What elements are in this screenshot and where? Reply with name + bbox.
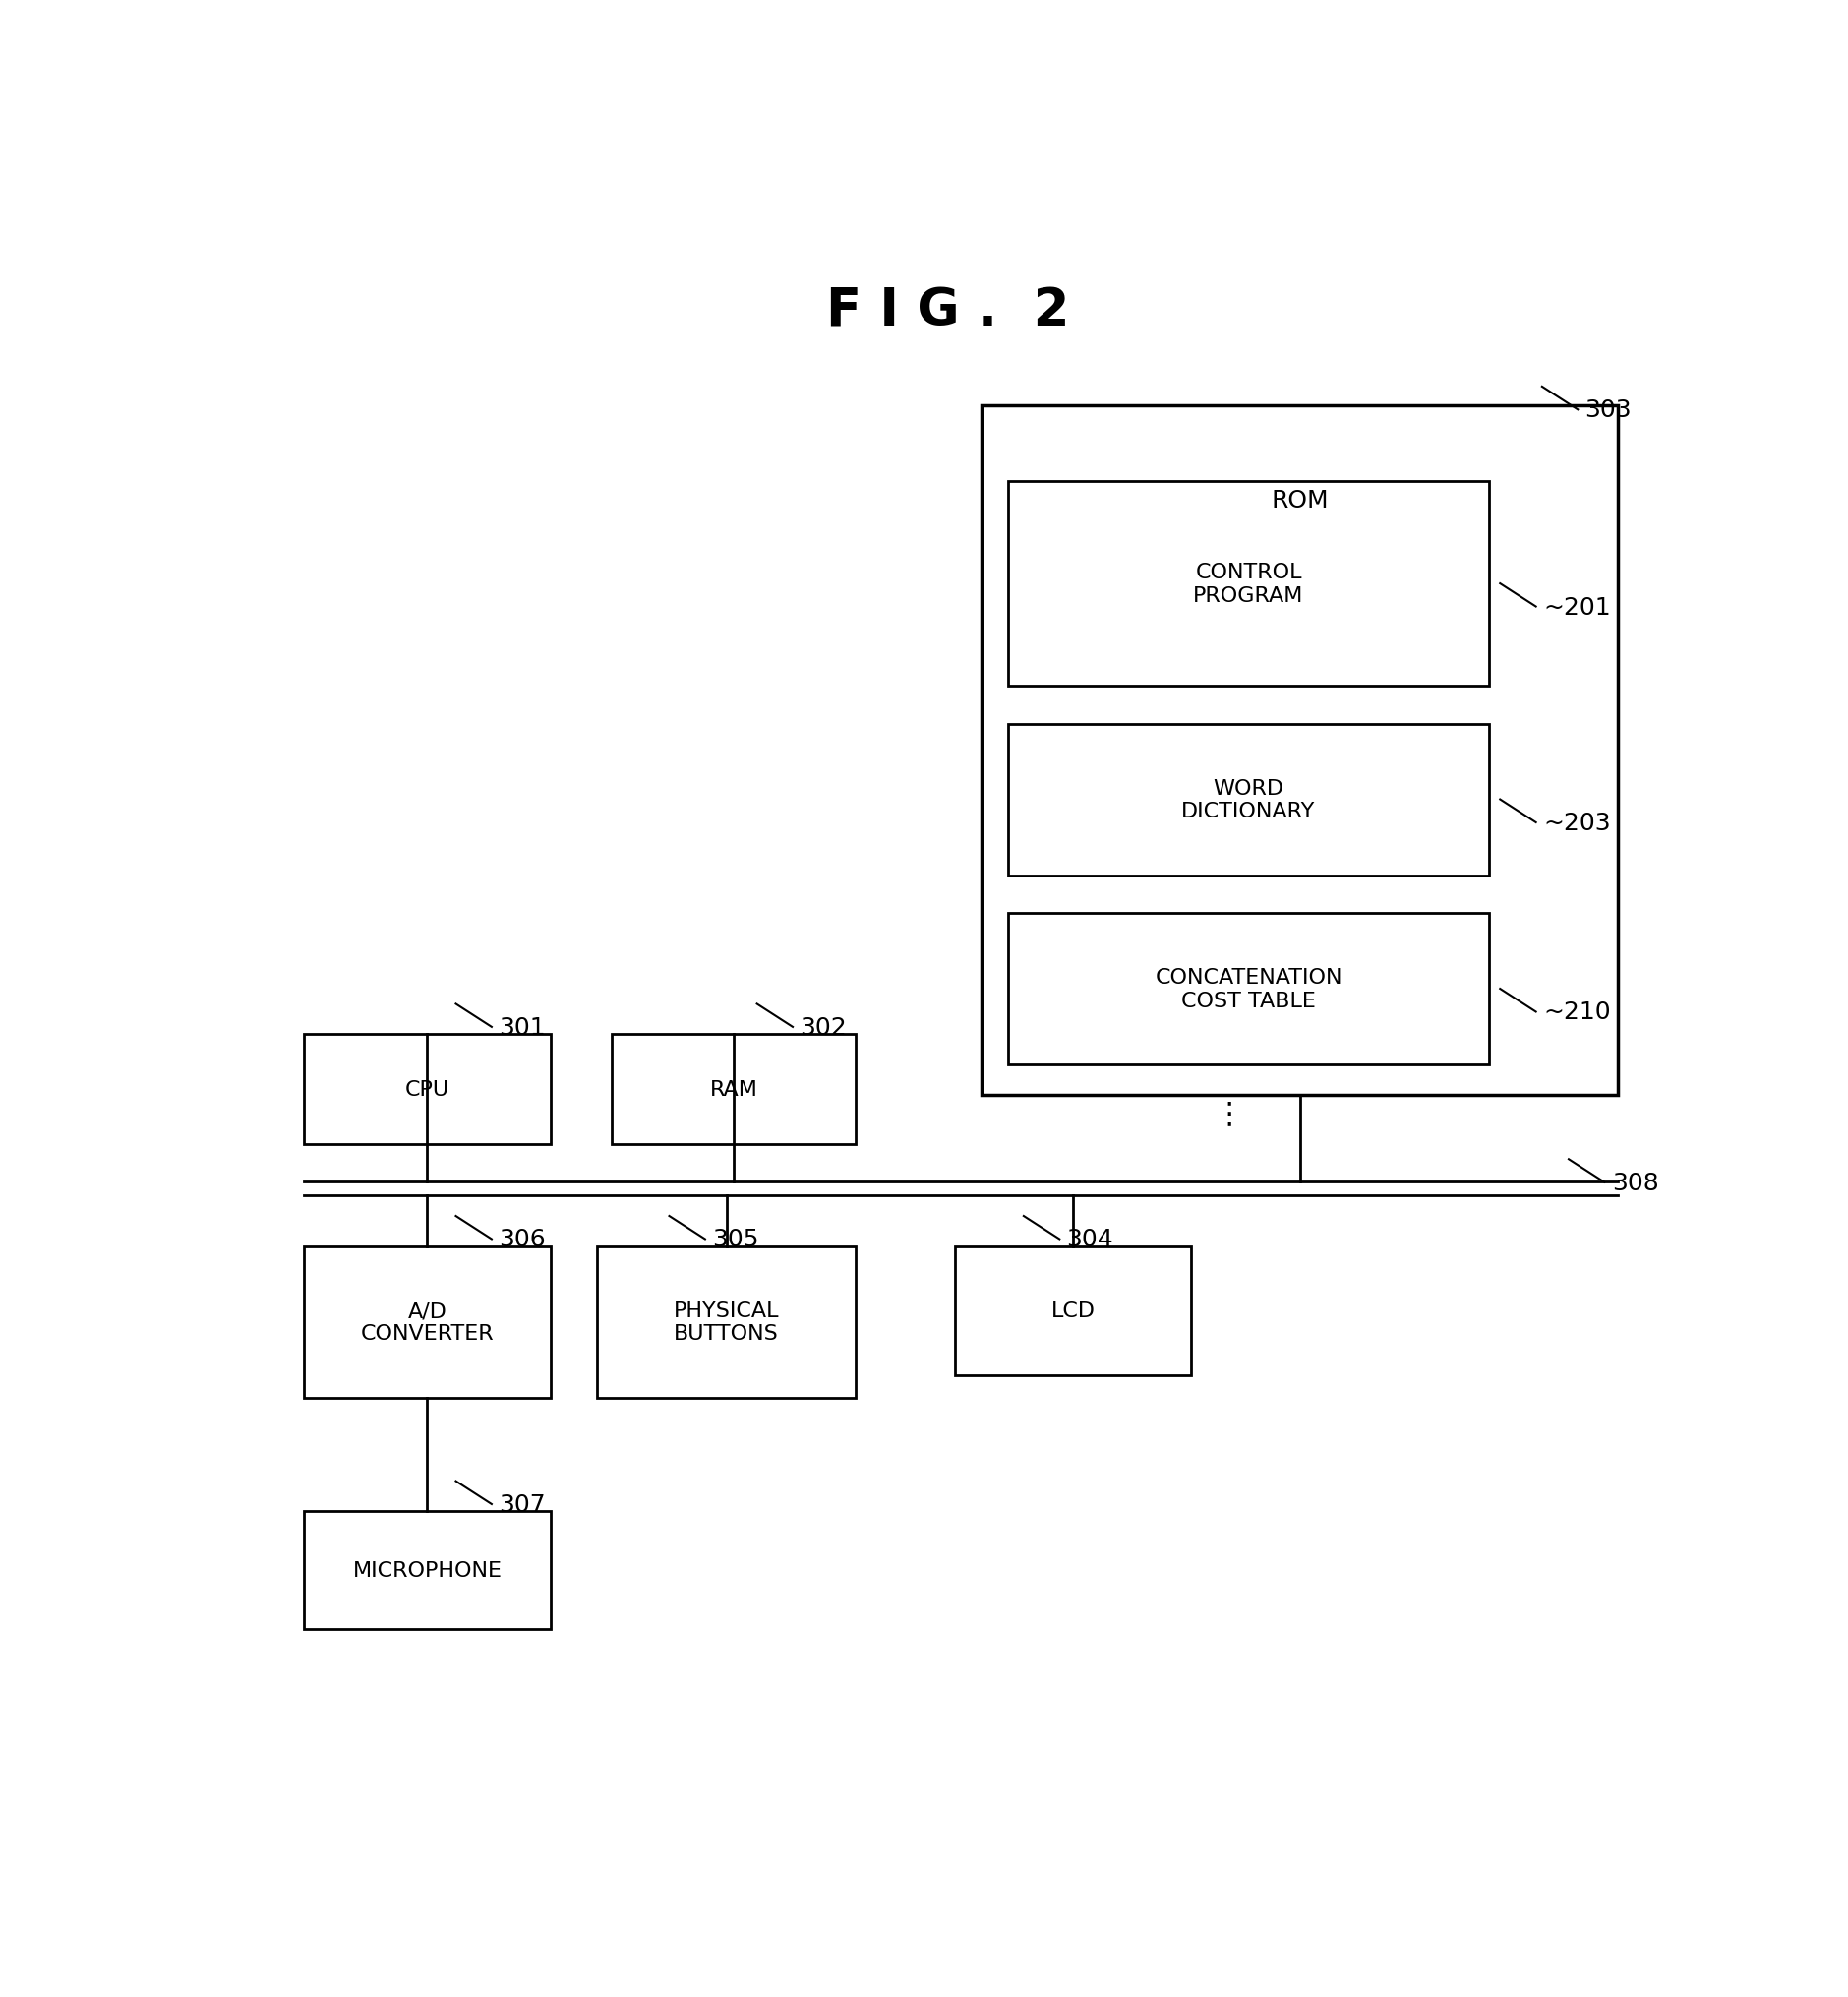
Text: ROM: ROM bbox=[1271, 489, 1329, 513]
Text: CONCATENATION
COST TABLE: CONCATENATION COST TABLE bbox=[1155, 969, 1342, 1010]
Text: F I G .  2: F I G . 2 bbox=[826, 286, 1070, 337]
Text: CPU: CPU bbox=[405, 1080, 449, 1098]
Text: A/D
CONVERTER: A/D CONVERTER bbox=[360, 1302, 493, 1344]
Text: 304: 304 bbox=[1066, 1228, 1114, 1252]
Text: LCD: LCD bbox=[1052, 1302, 1096, 1320]
Text: ~210: ~210 bbox=[1543, 1000, 1611, 1024]
Bar bbox=[1009, 725, 1489, 875]
Text: 301: 301 bbox=[499, 1016, 545, 1038]
Text: 307: 307 bbox=[499, 1492, 545, 1516]
Bar bbox=[955, 1246, 1192, 1376]
Bar bbox=[1009, 481, 1489, 687]
Text: ⋮: ⋮ bbox=[1214, 1100, 1244, 1128]
Bar bbox=[612, 1034, 856, 1144]
Bar bbox=[303, 1034, 551, 1144]
Text: 302: 302 bbox=[800, 1016, 846, 1038]
Text: 308: 308 bbox=[1611, 1170, 1660, 1194]
Text: MICROPHONE: MICROPHONE bbox=[353, 1560, 503, 1580]
Bar bbox=[303, 1246, 551, 1398]
Text: 306: 306 bbox=[499, 1228, 545, 1252]
Text: ~201: ~201 bbox=[1543, 595, 1611, 619]
Bar bbox=[597, 1246, 856, 1398]
Bar bbox=[303, 1512, 551, 1630]
Text: ~203: ~203 bbox=[1543, 811, 1611, 835]
Text: PHYSICAL
BUTTONS: PHYSICAL BUTTONS bbox=[673, 1302, 780, 1344]
Text: WORD
DICTIONARY: WORD DICTIONARY bbox=[1181, 779, 1316, 821]
Bar bbox=[1009, 913, 1489, 1064]
Text: 305: 305 bbox=[711, 1228, 760, 1252]
Text: CONTROL
PROGRAM: CONTROL PROGRAM bbox=[1194, 563, 1305, 605]
Text: RAM: RAM bbox=[710, 1080, 758, 1098]
Text: 303: 303 bbox=[1586, 399, 1632, 421]
Bar bbox=[981, 405, 1619, 1094]
